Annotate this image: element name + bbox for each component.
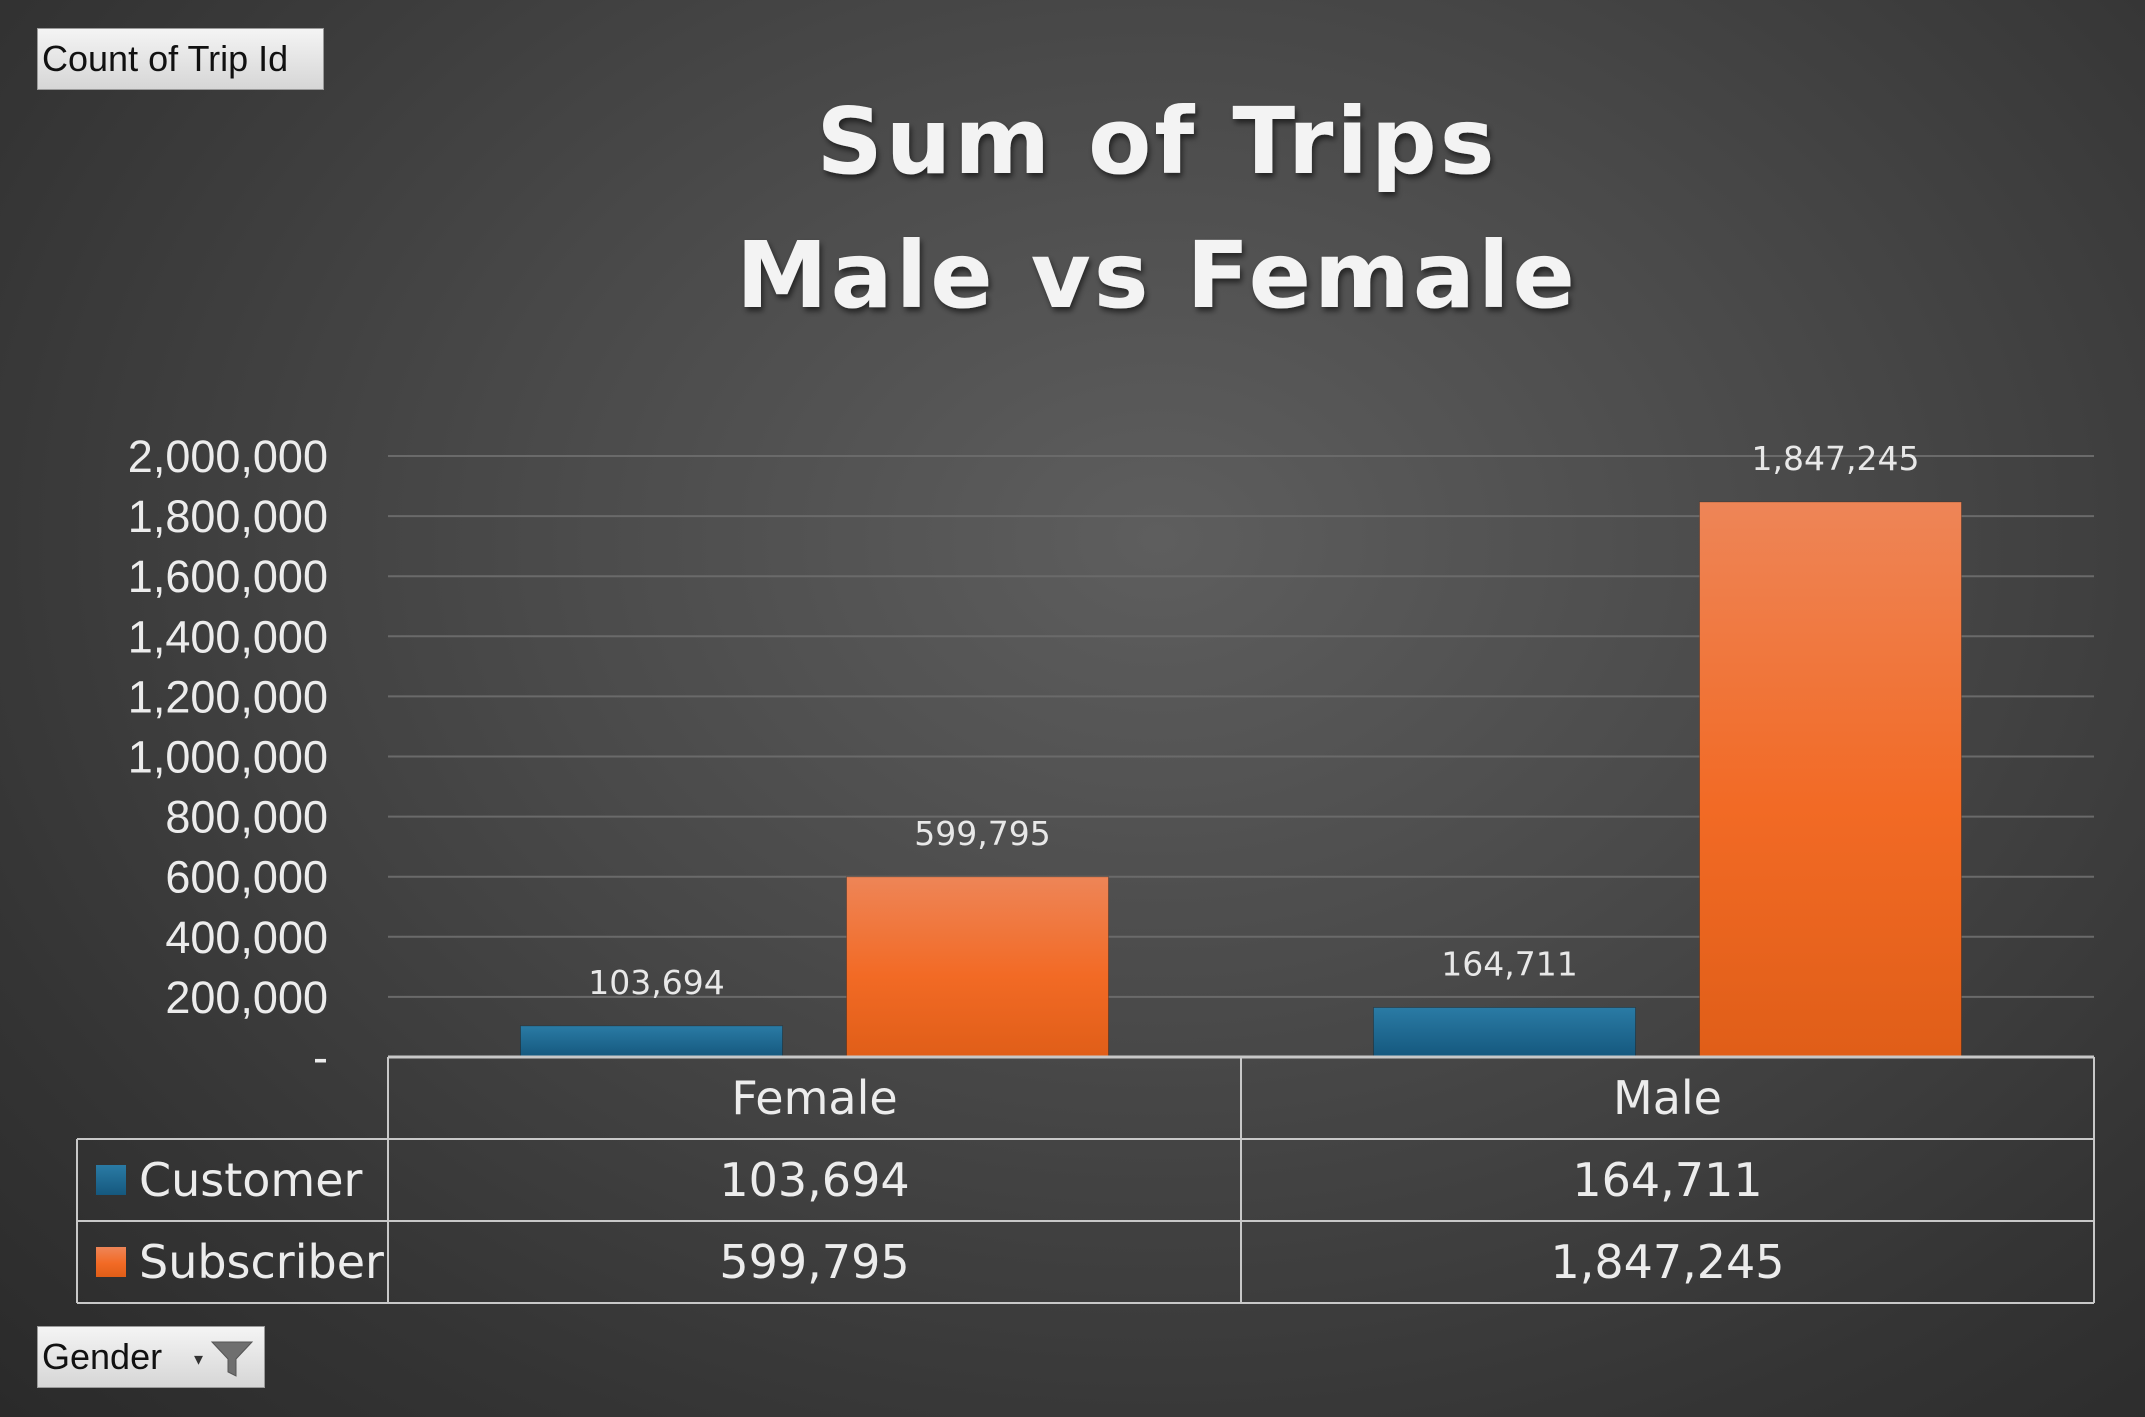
x-category-label: Female xyxy=(731,1071,897,1125)
gridlines xyxy=(388,455,2094,998)
y-axis-tick-labels: - 200,000 400,000 600,000 800,000 1,000,000 1,… xyxy=(128,431,328,1083)
y-tick-label: 1,600,000 xyxy=(128,551,328,602)
y-tick-label: 1,800,000 xyxy=(128,491,328,542)
dropdown-arrow-icon: ▾ xyxy=(194,1349,204,1369)
legend-series-name: Customer xyxy=(139,1153,363,1207)
chart-title-line-2: Male vs Female xyxy=(736,222,1578,329)
customer-legend-key xyxy=(96,1165,126,1195)
y-tick-label: 200,000 xyxy=(165,972,328,1023)
gender-filter-label: Gender xyxy=(42,1336,163,1377)
y-tick-label: 1,000,000 xyxy=(128,732,328,783)
y-tick-label: 2,000,000 xyxy=(128,431,328,482)
y-tick-label: 1,400,000 xyxy=(128,611,328,662)
y-tick-label: 800,000 xyxy=(165,792,328,843)
chart-title-line-1: Sum of Trips xyxy=(816,88,1497,195)
data-label: 1,847,245 xyxy=(1752,439,1920,478)
table-value-cell: 599,795 xyxy=(719,1235,909,1289)
customer-bar xyxy=(520,1025,783,1058)
table-value-cell: 164,711 xyxy=(1572,1153,1762,1207)
subscriber-legend-key xyxy=(96,1247,126,1277)
table-value-cell: 1,847,245 xyxy=(1550,1235,1784,1289)
data-label: 103,694 xyxy=(588,963,724,1002)
bars xyxy=(520,501,1962,1058)
value-field-button[interactable]: Count of Trip Id xyxy=(37,28,324,90)
y-tick-label: - xyxy=(313,1032,328,1083)
y-tick-label: 400,000 xyxy=(165,912,328,963)
chart-title: Sum of Trips Male vs Female xyxy=(736,88,1578,329)
subscriber-bar xyxy=(846,876,1109,1058)
y-tick-label: 1,200,000 xyxy=(128,671,328,722)
x-category-label: Male xyxy=(1613,1071,1722,1125)
subscriber-bar xyxy=(1699,501,1962,1058)
customer-bar xyxy=(1373,1007,1636,1058)
data-table: Female Male Customer 103,694 164,711 Subscrib… xyxy=(76,1055,2095,1304)
data-label: 164,711 xyxy=(1441,945,1577,984)
funnel-filter-icon xyxy=(210,1341,254,1377)
legend-series-name: Subscriber xyxy=(139,1235,384,1289)
y-tick-label: 600,000 xyxy=(165,852,328,903)
data-labels: 103,694 599,795 164,711 1,847,245 xyxy=(588,439,1919,1002)
table-value-cell: 103,694 xyxy=(719,1153,909,1207)
data-label: 599,795 xyxy=(914,814,1050,853)
gender-filter-button[interactable]: Gender ▾ xyxy=(37,1326,265,1388)
